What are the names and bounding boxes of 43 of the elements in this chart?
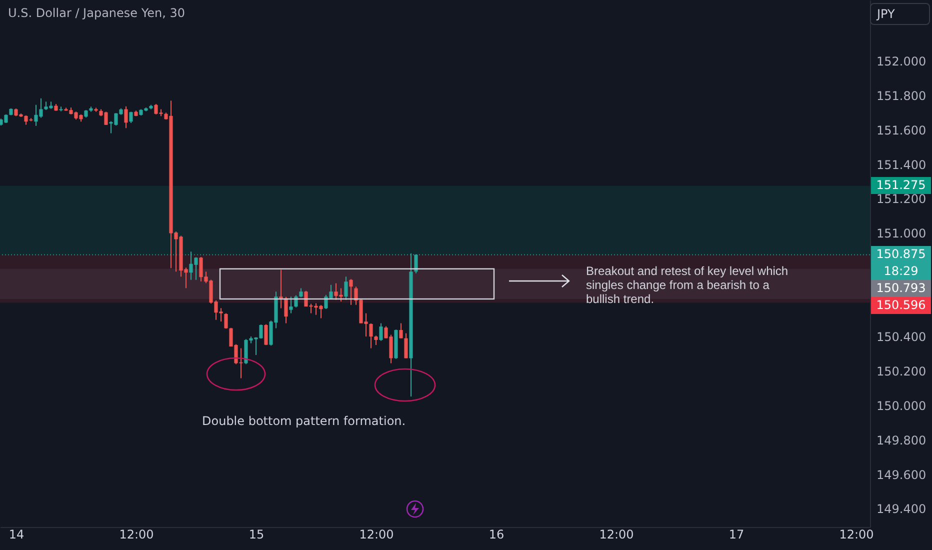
y-tick-label: 149.600 <box>876 468 926 482</box>
candlestick <box>279 269 283 309</box>
y-tick-label: 151.400 <box>876 158 926 172</box>
y-tick-label: 149.400 <box>876 502 926 516</box>
x-tick-label: 14 <box>8 528 24 542</box>
text: 18:29 <box>882 263 920 280</box>
band-label: 150.596 <box>871 297 931 314</box>
x-tick-label: 12:00 <box>119 528 154 542</box>
y-tick-label: 150.400 <box>876 330 926 344</box>
candlestick <box>294 294 298 308</box>
candlestick <box>344 276 348 300</box>
candlestick <box>369 322 373 349</box>
candlestick <box>264 324 268 346</box>
x-tick-label: 12:00 <box>839 528 874 542</box>
y-tick-label: 152.000 <box>876 54 926 68</box>
candlestick <box>124 106 128 129</box>
y-tick-label: 150.200 <box>876 364 926 378</box>
y-tick-label: 149.800 <box>876 433 926 448</box>
candlestick <box>284 296 288 324</box>
candlestick <box>399 322 403 339</box>
annotation: Breakout and retest of key level which singles change from a bearish to a bullish trend. <box>586 264 790 306</box>
x-tick-label: 17 <box>728 528 744 542</box>
x-tick-label: 12:00 <box>599 528 634 542</box>
text: U.S. Dollar / Japanese Yen, 30 <box>8 6 185 20</box>
band-label: 151.275 <box>871 177 931 194</box>
y-tick-label: 151.000 <box>876 226 926 241</box>
text: JPY <box>870 3 930 25</box>
band-label: 150.793 <box>871 280 931 298</box>
candlestick <box>289 296 293 314</box>
candlestick <box>404 332 408 359</box>
ref-line-label: 150.875 <box>876 247 926 262</box>
x-tick-label: 15 <box>248 528 264 542</box>
x-tick-label: 12:00 <box>359 528 394 542</box>
annotation: Double bottom pattern formation. <box>202 414 406 428</box>
y-tick-label: 150.000 <box>876 398 926 413</box>
y-tick-label: 151.600 <box>876 123 926 138</box>
candlestick <box>349 278 353 306</box>
candlestick <box>224 312 228 330</box>
candlestick <box>374 335 378 346</box>
x-tick-label: 16 <box>488 528 504 542</box>
y-tick-label: 151.800 <box>876 88 926 103</box>
y-tick-label: 151.200 <box>876 192 926 206</box>
candlestick <box>379 322 383 342</box>
